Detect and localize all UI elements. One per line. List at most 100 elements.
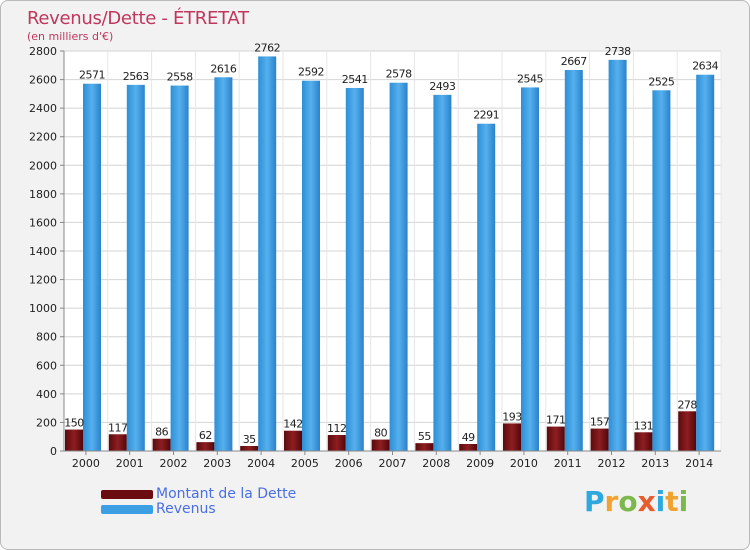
- logo-letter: r: [604, 485, 619, 518]
- data-label-revenus: 2558: [167, 71, 193, 84]
- logo-letter: i: [678, 485, 689, 518]
- y-tick-label: 800: [36, 331, 57, 344]
- bar-dette: [678, 411, 697, 451]
- bar-dette: [415, 443, 434, 451]
- data-label-dette: 193: [502, 410, 522, 423]
- y-tick-label: 2800: [29, 45, 57, 58]
- bar-revenus: [521, 87, 539, 451]
- bar-dette: [196, 442, 215, 451]
- data-label-revenus: 2616: [210, 62, 236, 75]
- bar-revenus: [83, 83, 101, 451]
- bar-dette: [152, 438, 171, 451]
- data-label-revenus: 2493: [429, 80, 455, 93]
- bar-revenus: [477, 123, 496, 451]
- logo-letter: P: [584, 485, 605, 518]
- data-label-dette: 62: [199, 429, 212, 442]
- bar-dette: [634, 432, 653, 451]
- legend-label-debt: Montant de la Dette: [156, 486, 297, 502]
- bar-dette: [459, 444, 478, 451]
- y-tick-label: 400: [36, 388, 57, 401]
- y-tick-label: 2400: [29, 102, 57, 115]
- x-tick-label: 2006: [335, 457, 363, 470]
- logo-letter: t: [665, 485, 679, 518]
- bar-dette: [108, 434, 127, 451]
- bar-revenus: [696, 74, 715, 451]
- data-label-revenus: 2545: [517, 72, 543, 85]
- x-tick-label: 2007: [379, 457, 407, 470]
- y-tick-label: 1400: [29, 245, 57, 258]
- data-label-dette: 171: [546, 414, 566, 427]
- y-tick-label: 1000: [29, 302, 57, 315]
- chart-title: Revenus/Dette - ÉTRETAT: [27, 8, 249, 29]
- data-label-revenus: 2738: [605, 45, 631, 58]
- x-tick-label: 2012: [598, 457, 626, 470]
- logo-letter: i: [655, 485, 666, 518]
- bar-revenus: [258, 56, 277, 452]
- y-tick-label: 200: [36, 416, 57, 429]
- x-tick-label: 2009: [466, 457, 494, 470]
- proxiti-logo: Proxiti: [584, 485, 688, 518]
- y-tick-label: 1200: [29, 274, 57, 287]
- data-label-dette: 112: [327, 422, 347, 435]
- bar-revenus: [170, 85, 189, 452]
- data-label-revenus: 2667: [561, 55, 587, 68]
- x-tick-label: 2011: [554, 457, 582, 470]
- bar-revenus: [389, 82, 408, 451]
- data-label-dette: 142: [283, 418, 303, 431]
- legend-swatch-revenus: [101, 505, 153, 514]
- x-tick-label: 2002: [160, 457, 188, 470]
- bar-dette: [65, 429, 83, 451]
- bar-dette: [284, 430, 302, 451]
- legend-label-revenus: Revenus: [156, 501, 216, 517]
- data-label-revenus: 2634: [692, 60, 718, 73]
- bar-revenus: [302, 80, 320, 451]
- logo-letter: o: [618, 485, 638, 518]
- bar-revenus: [564, 70, 583, 451]
- data-label-revenus: 2541: [342, 73, 368, 86]
- data-label-revenus: 2571: [79, 69, 105, 82]
- x-tick-label: 2013: [641, 457, 669, 470]
- bar-dette: [503, 423, 521, 451]
- bar-revenus: [608, 59, 627, 451]
- x-tick-label: 2003: [203, 457, 231, 470]
- data-label-dette: 278: [677, 398, 697, 411]
- data-label-dette: 86: [155, 426, 168, 439]
- data-label-dette: 49: [462, 431, 475, 444]
- x-tick-label: 2010: [510, 457, 538, 470]
- data-label-dette: 80: [374, 427, 387, 440]
- y-tick-label: 600: [36, 359, 57, 372]
- logo-letter: x: [637, 485, 656, 518]
- bar-revenus: [433, 94, 452, 451]
- data-label-revenus: 2525: [648, 75, 674, 88]
- data-label-dette: 35: [243, 433, 256, 446]
- y-tick-label: 0: [50, 445, 57, 458]
- y-tick-label: 2200: [29, 131, 57, 144]
- bar-dette: [546, 426, 565, 451]
- data-label-dette: 150: [64, 417, 84, 430]
- chart-subtitle: (en milliers d'€): [27, 30, 114, 43]
- y-tick-label: 1600: [29, 216, 57, 229]
- bar-revenus: [126, 84, 145, 451]
- data-label-dette: 117: [108, 421, 128, 434]
- data-label-revenus: 2291: [473, 109, 499, 122]
- x-tick-label: 2005: [291, 457, 319, 470]
- data-label-revenus: 2563: [123, 70, 149, 83]
- y-tick-label: 2600: [29, 74, 57, 87]
- x-tick-label: 2014: [685, 457, 713, 470]
- data-label-dette: 55: [418, 430, 431, 443]
- bar-dette: [371, 439, 390, 451]
- x-tick-label: 2000: [72, 457, 100, 470]
- bar-dette: [240, 446, 259, 451]
- bar-dette: [590, 428, 609, 451]
- data-label-revenus: 2592: [298, 66, 324, 79]
- data-label-revenus: 2762: [254, 41, 280, 54]
- y-tick-label: 1800: [29, 188, 57, 201]
- bar-revenus: [214, 77, 233, 452]
- x-tick-label: 2008: [422, 457, 450, 470]
- legend-swatch-debt: [101, 490, 153, 499]
- data-label-dette: 131: [634, 419, 654, 432]
- y-tick-label: 2000: [29, 159, 57, 172]
- x-tick-label: 2001: [116, 457, 144, 470]
- data-label-revenus: 2578: [386, 68, 412, 81]
